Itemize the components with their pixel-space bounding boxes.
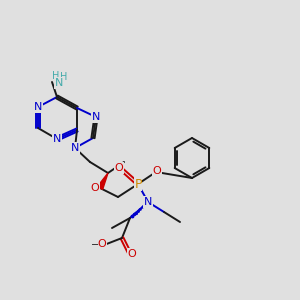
Text: N: N: [34, 102, 42, 112]
Text: O: O: [153, 166, 161, 176]
Text: O: O: [98, 239, 106, 249]
Text: −: −: [91, 240, 99, 250]
Text: N: N: [92, 112, 100, 122]
Text: N: N: [53, 134, 61, 144]
Text: O: O: [128, 249, 136, 259]
Text: N: N: [144, 197, 152, 207]
Text: P: P: [134, 178, 142, 190]
Text: O: O: [91, 183, 99, 193]
Text: N: N: [71, 143, 79, 153]
Text: H: H: [52, 71, 60, 81]
Text: H: H: [60, 72, 68, 82]
Text: N: N: [55, 78, 63, 88]
Text: O: O: [115, 163, 123, 173]
Polygon shape: [98, 173, 108, 189]
